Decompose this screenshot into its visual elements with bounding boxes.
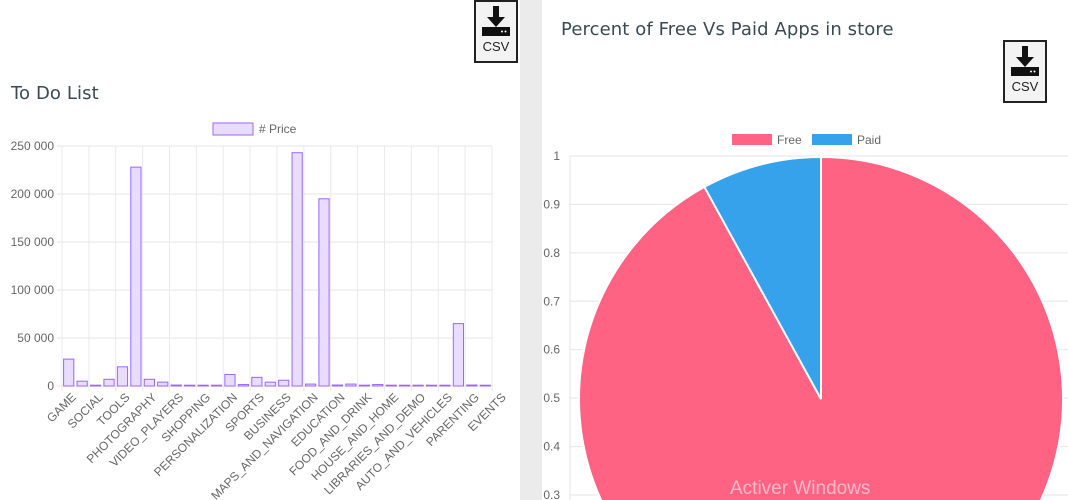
legend-swatch bbox=[732, 134, 772, 145]
csv-label: CSV bbox=[482, 39, 510, 54]
csv-download-button-right[interactable]: CSV bbox=[1003, 40, 1047, 103]
legend-label: Free bbox=[777, 133, 802, 147]
bar bbox=[251, 376, 263, 387]
y-tick-label: 0.8 bbox=[543, 246, 560, 260]
y-tick-label: 0.3 bbox=[543, 488, 560, 500]
y-tick-label: 250 000 bbox=[11, 139, 55, 153]
y-tick-label: 200 000 bbox=[11, 187, 55, 201]
bar bbox=[399, 384, 411, 387]
bar bbox=[224, 373, 236, 387]
y-tick-label: 0.6 bbox=[543, 343, 560, 357]
bar bbox=[76, 380, 88, 387]
bar bbox=[291, 152, 303, 387]
bar bbox=[157, 381, 169, 387]
bar bbox=[89, 384, 102, 387]
bar bbox=[184, 384, 196, 387]
bar bbox=[466, 384, 478, 387]
y-tick-label: 150 000 bbox=[11, 235, 55, 249]
download-icon bbox=[482, 6, 510, 36]
csv-label: CSV bbox=[1011, 79, 1039, 94]
left-panel: To Do List CSV 0 50 000 100 000 150 000 200 … bbox=[0, 0, 520, 500]
y-tick-label: 0.7 bbox=[543, 294, 560, 308]
bar bbox=[237, 384, 250, 387]
bar bbox=[304, 383, 317, 387]
activate-windows-watermark: Activer Windows bbox=[730, 478, 871, 499]
legend-label: Paid bbox=[857, 133, 881, 147]
pie-chart-title: Percent of Free Vs Paid Apps in store bbox=[561, 19, 894, 40]
pie-slice-paid bbox=[703, 155, 822, 400]
csv-download-button-left[interactable]: CSV bbox=[474, 0, 518, 63]
free-vs-paid-pie-chart: 0.3 0.4 0.5 0.6 0.7 0.8 0.9 1 Free Paid bbox=[543, 133, 1068, 500]
y-tick-label: 0.5 bbox=[543, 391, 560, 405]
bar bbox=[210, 384, 223, 387]
y-tick-label: 1 bbox=[553, 149, 560, 163]
bar bbox=[345, 383, 357, 387]
y-tick-label: 0.9 bbox=[543, 197, 560, 211]
y-tick-label: 0.4 bbox=[543, 440, 560, 454]
bar bbox=[197, 384, 209, 387]
pie-slice-free bbox=[578, 155, 1064, 500]
bar bbox=[318, 198, 330, 387]
bar bbox=[331, 384, 344, 387]
bar-chart-title: To Do List bbox=[11, 83, 99, 104]
bar bbox=[170, 384, 182, 387]
y-tick-label: 100 000 bbox=[11, 283, 55, 297]
panel-divider bbox=[520, 0, 542, 500]
legend-swatch bbox=[812, 134, 852, 145]
legend-label: # Price bbox=[259, 122, 297, 136]
bar bbox=[358, 384, 370, 387]
bar bbox=[143, 378, 155, 387]
bar bbox=[63, 358, 75, 387]
bar bbox=[264, 381, 276, 387]
bar bbox=[452, 323, 465, 387]
bar bbox=[372, 384, 384, 387]
bar bbox=[278, 379, 290, 387]
bar bbox=[385, 384, 397, 387]
bar bbox=[439, 384, 451, 387]
legend-swatch bbox=[212, 122, 254, 136]
y-tick-label: 50 000 bbox=[17, 331, 54, 345]
bar bbox=[103, 378, 115, 387]
bar bbox=[116, 366, 129, 387]
bar bbox=[412, 384, 424, 387]
download-icon bbox=[1011, 46, 1039, 76]
bar bbox=[130, 166, 142, 387]
bar bbox=[479, 384, 491, 387]
y-tick-label: 0 bbox=[47, 379, 54, 393]
bar bbox=[425, 384, 438, 387]
